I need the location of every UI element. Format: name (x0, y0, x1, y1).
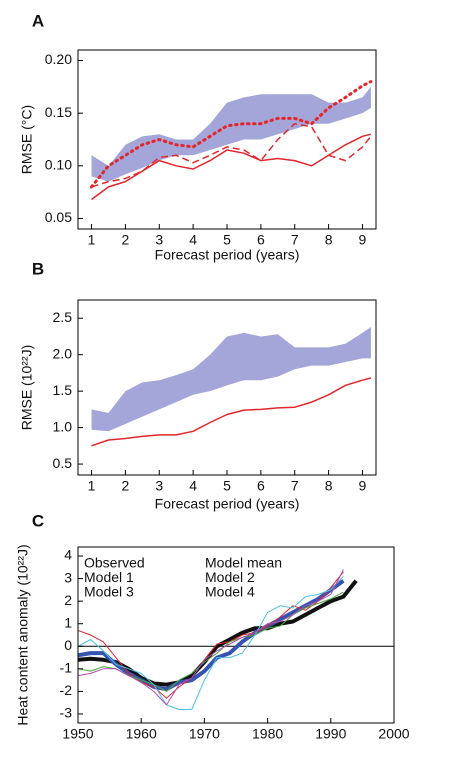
spread-band (91, 86, 371, 182)
x-tick-label: 2 (122, 478, 130, 494)
x-tick-label: 5 (223, 478, 231, 494)
plot-frame (77, 546, 395, 724)
y-tick-label: 2 (64, 592, 72, 608)
y-tick-label: 0.5 (53, 455, 73, 471)
y-tick-label: 2.5 (53, 309, 73, 325)
y-tick-label: 2.0 (53, 345, 73, 361)
x-tick-label: 6 (257, 478, 265, 494)
x-tick-label: 7 (291, 232, 299, 248)
x-tick-label: 9 (359, 478, 367, 494)
series-line (78, 575, 344, 710)
series-line (78, 579, 345, 692)
x-tick-label: 7 (291, 478, 299, 494)
x-tick-label: 3 (155, 232, 163, 248)
plot-area (91, 326, 372, 447)
y-tick-label: 3 (64, 569, 72, 585)
y-axis-label: RMSE (°C) (19, 105, 35, 174)
y-tick-label: 1.5 (53, 382, 73, 398)
x-tick-label: 5 (223, 232, 231, 248)
legend-entry: Model 1 (84, 569, 134, 585)
x-tick-label: 1980 (252, 726, 283, 742)
y-tick-label: -2 (60, 682, 73, 698)
legend-entry: Model 3 (84, 584, 134, 600)
x-tick-label: 1970 (189, 726, 220, 742)
spread-band (91, 326, 371, 432)
x-tick-label: 6 (257, 232, 265, 248)
panel-letter: B (32, 259, 44, 278)
series-line (91, 122, 372, 188)
series-line (78, 579, 358, 687)
y-axis-label: RMSE (10²²J) (19, 345, 35, 431)
legend-entry: Model mean (205, 555, 282, 571)
y-tick-label: -3 (60, 705, 73, 721)
x-tick-label: 8 (325, 478, 333, 494)
y-tick-label: 0.15 (45, 104, 72, 120)
y-tick-label: 1 (64, 614, 72, 630)
series-line (78, 569, 344, 706)
legend-entry: Observed (84, 555, 145, 571)
panel-letter: C (32, 511, 44, 530)
x-tick-label: 9 (359, 232, 367, 248)
plot-area (90, 80, 373, 201)
series-line (90, 80, 373, 189)
panel-letter: A (32, 11, 44, 30)
x-tick-label: 1 (88, 478, 96, 494)
legend-entry: Model 4 (205, 584, 255, 600)
x-tick-label: 4 (189, 232, 197, 248)
y-tick-label: 0.20 (45, 51, 72, 67)
legend-entry: Model 2 (205, 569, 255, 585)
x-tick-label: 4 (189, 478, 197, 494)
x-axis-label: Forecast period (years) (155, 247, 300, 263)
series-line (78, 571, 344, 699)
y-tick-label: 4 (64, 547, 72, 563)
y-axis-label: Heat content anomaly (10²²J) (15, 544, 31, 725)
y-tick-label: 0.10 (45, 157, 72, 173)
x-tick-label: 1990 (315, 726, 346, 742)
x-tick-label: 2 (122, 232, 130, 248)
plot-frame (77, 299, 377, 476)
y-tick-label: 0.05 (45, 209, 72, 225)
x-tick-label: 8 (325, 232, 333, 248)
y-tick-label: 1.0 (53, 418, 73, 434)
x-axis-label: Forecast period (years) (155, 496, 300, 512)
x-tick-label: 2000 (378, 726, 409, 742)
plot-area (78, 569, 394, 710)
x-tick-label: 3 (155, 478, 163, 494)
x-tick-label: 1950 (62, 726, 93, 742)
x-tick-label: 1960 (126, 726, 157, 742)
series-line (91, 377, 372, 447)
y-tick-label: 0 (64, 637, 72, 653)
x-tick-label: 1 (88, 232, 96, 248)
y-tick-label: -1 (60, 660, 73, 676)
